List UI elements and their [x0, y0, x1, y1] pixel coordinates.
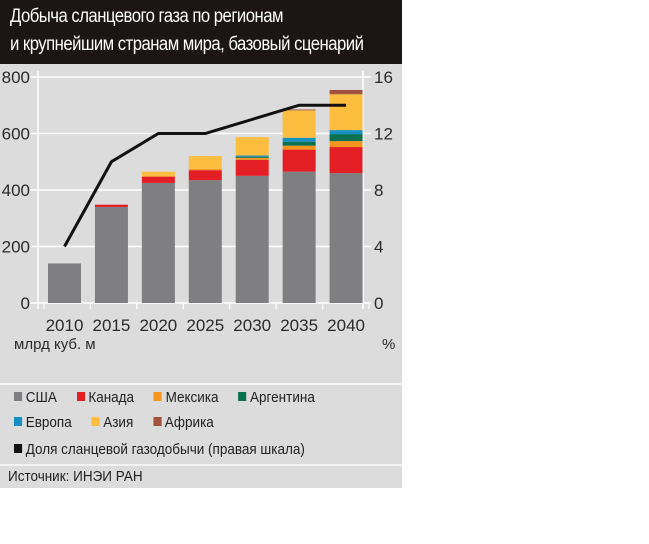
left-tick-label: 400	[2, 181, 30, 200]
share-line	[63, 103, 347, 248]
legend-label: Доля сланцевой газодобычи (правая шкала)	[25, 441, 305, 458]
bar-segment	[141, 176, 175, 183]
bar-segment	[329, 147, 363, 174]
bar-segment	[329, 173, 363, 303]
legend-label: Канада	[88, 389, 135, 406]
bar-stack-2035	[282, 109, 316, 303]
legend-label: Европа	[25, 414, 72, 431]
right-tick-label: 12	[374, 125, 393, 144]
bar-segment	[282, 110, 316, 138]
right-tick-label: 4	[374, 238, 383, 257]
left-tick-label: 200	[2, 238, 30, 257]
bar-segment	[235, 156, 269, 158]
chart-title: Добыча сланцевого газа по регионам и кру…	[0, 0, 402, 64]
bar-segment	[235, 159, 269, 176]
x-tick-label: 2040	[327, 316, 365, 335]
legend-swatch	[153, 417, 162, 426]
right-tick-label: 0	[374, 294, 383, 313]
bar-segment	[188, 156, 222, 169]
left-tick-label: 800	[2, 68, 30, 87]
legend-item: Аргентина	[238, 389, 315, 406]
title-line-1: Добыча сланцевого газа по регионам	[10, 6, 283, 27]
right-axis-unit: %	[382, 336, 395, 353]
bar-segment	[188, 168, 222, 171]
bar-segment	[188, 170, 222, 181]
bar-segment	[188, 180, 222, 303]
legend-item: Доля сланцевой газодобычи (правая шкала)	[14, 441, 305, 458]
legend-row-1: США Канада Мексика Аргентина	[14, 389, 335, 406]
legend-item: Мексика	[153, 389, 219, 406]
bar-segment	[329, 130, 363, 135]
bar-segment	[141, 171, 175, 176]
bar-segment	[48, 263, 81, 303]
legend-row-2: Европа Азия Африка	[14, 414, 234, 431]
x-tick-label: 2030	[233, 316, 271, 335]
legend-label: Азия	[103, 414, 134, 431]
bar-segment	[282, 137, 316, 142]
legend-item: Канада	[76, 389, 135, 406]
divider	[0, 464, 402, 466]
bar-segment	[329, 94, 363, 131]
right-axis-ticks: 0 4 8 12 16	[374, 68, 393, 313]
legend-swatch	[14, 392, 23, 401]
legend-label: Аргентина	[250, 389, 315, 406]
bar-segment	[94, 206, 128, 303]
bar-stack-2040	[329, 89, 363, 303]
bar-segment	[94, 204, 128, 207]
chart-panel: Добыча сланцевого газа по регионам и кру…	[0, 0, 402, 488]
legend-swatch	[76, 392, 85, 401]
legend-swatch	[238, 392, 247, 401]
legend-label: США	[25, 389, 57, 406]
bar-segment	[141, 182, 175, 303]
bar-stack-2015	[94, 204, 128, 303]
bar-segment	[329, 141, 363, 148]
bar-segment	[235, 155, 269, 157]
bar-stack-2030	[235, 137, 269, 303]
legend-swatch	[91, 417, 100, 426]
bar-segment	[282, 141, 316, 146]
x-tick-label: 2015	[93, 316, 131, 335]
bar-segment	[235, 137, 269, 156]
bar-segment	[141, 175, 175, 177]
left-axis-ticks: 0 200 400 600 800	[2, 68, 30, 313]
legend-swatch	[14, 417, 23, 426]
legend-label: Мексика	[165, 389, 219, 406]
right-tick-label: 16	[374, 68, 393, 87]
bar-stack-2025	[188, 156, 222, 303]
legend-swatch	[153, 392, 162, 401]
x-tick-label: 2035	[280, 316, 318, 335]
left-axis-unit: млрд куб. м	[14, 336, 96, 353]
legend-item: Азия	[91, 414, 134, 431]
legend-item: Африка	[153, 414, 214, 431]
bar-segment	[329, 134, 363, 142]
legend-item: Европа	[14, 414, 72, 431]
bar-segment	[282, 109, 316, 111]
legend-swatch	[14, 444, 23, 453]
right-tick-label: 8	[374, 181, 383, 200]
x-axis-ticks: 2010 2015 2020 2025 2030 2035 2040	[46, 316, 365, 335]
bar-segment	[235, 175, 269, 303]
bars	[48, 89, 363, 303]
bar-segment	[282, 149, 316, 172]
legend-row-3: Доля сланцевой газодобычи (правая шкала)	[14, 441, 325, 458]
bar-stack-2020	[141, 171, 175, 303]
bar-stack-2010	[48, 263, 81, 303]
left-tick-label: 0	[21, 294, 30, 313]
x-tick-label: 2010	[46, 316, 84, 335]
title-line-2: и крупнейшим странам мира, базовый сцена…	[10, 34, 364, 55]
bar-segment	[329, 89, 363, 95]
left-tick-label: 600	[2, 125, 30, 144]
legend-label: Африка	[164, 414, 214, 431]
legend-item: США	[14, 389, 57, 406]
source-note: Источник: ИНЭИ РАН	[8, 468, 143, 485]
bar-segment	[235, 157, 269, 160]
x-tick-label: 2020	[139, 316, 177, 335]
divider	[0, 383, 402, 385]
bar-segment	[282, 145, 316, 150]
bar-segment	[282, 171, 316, 303]
x-tick-label: 2025	[186, 316, 224, 335]
